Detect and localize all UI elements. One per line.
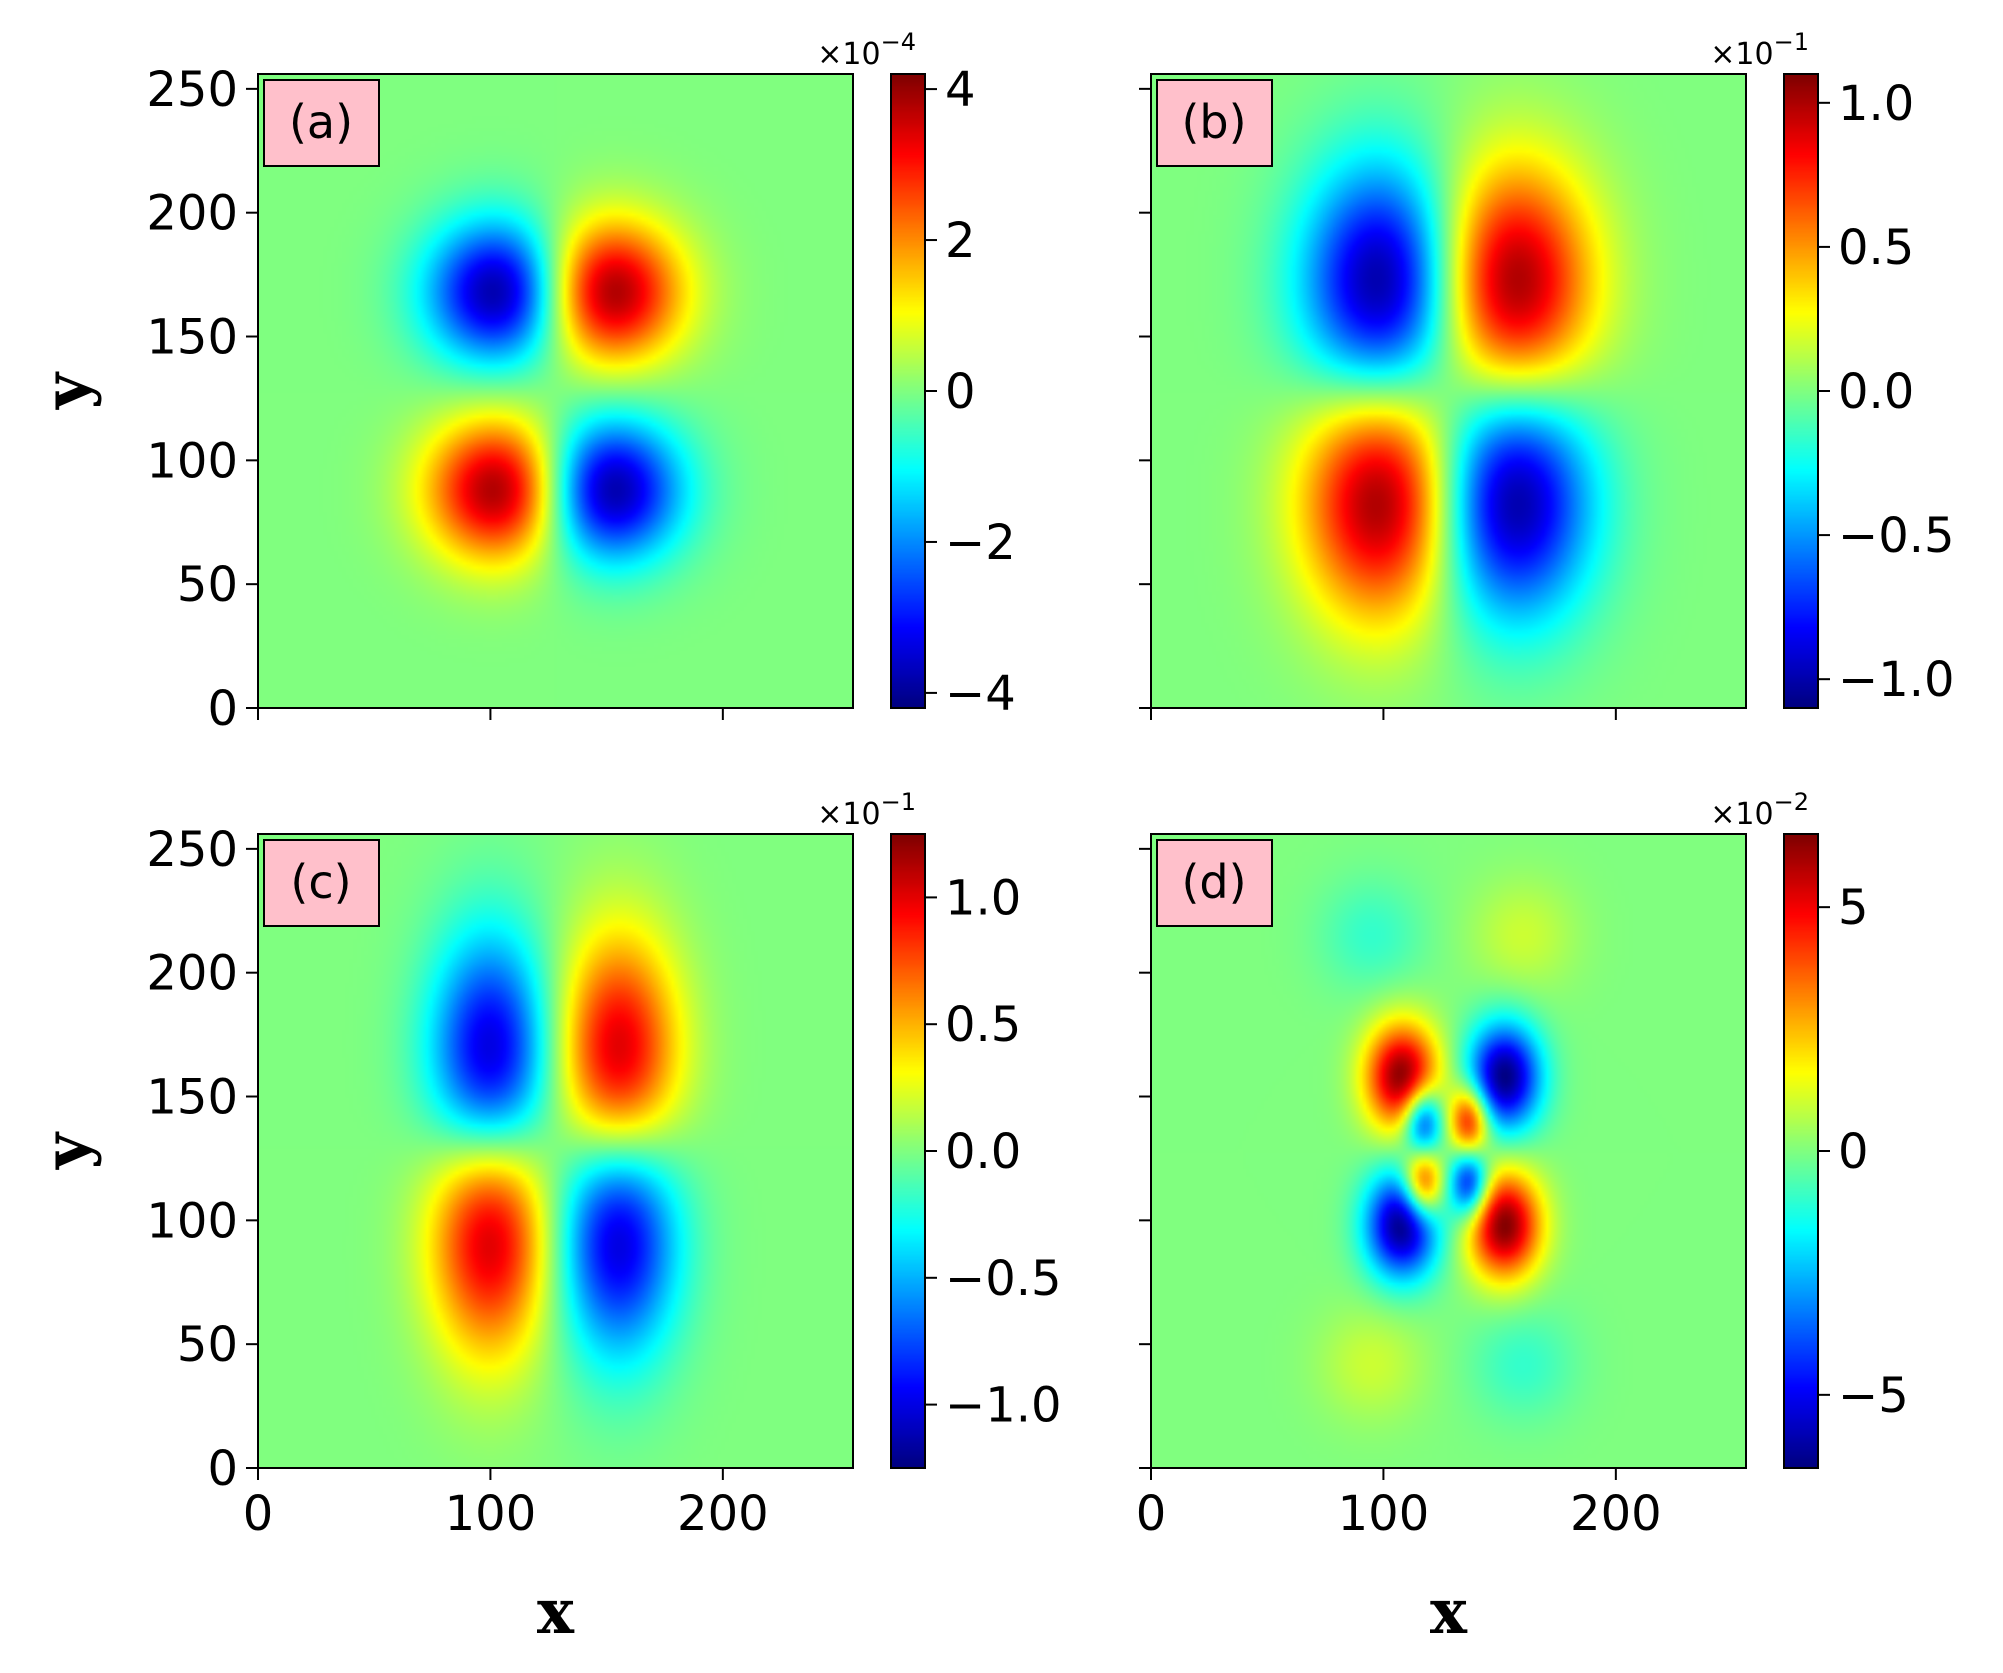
colorbar-exponent-power: −2	[1774, 788, 1809, 816]
colorbar-tick-label: 0.5	[945, 997, 1021, 1053]
heatmap-field	[258, 74, 853, 708]
x-tick-label: 100	[1338, 1486, 1430, 1542]
colorbar-tick-label: 2	[945, 213, 976, 269]
panel-label-background	[263, 839, 380, 927]
colorbar-exponent-power: −1	[1774, 28, 1809, 56]
colorbar-tick-label: 1.0	[1838, 76, 1914, 132]
y-axis-label: y	[30, 371, 103, 410]
colorbar-tick-label: −1.0	[1838, 652, 1955, 708]
y-tick-label: 50	[177, 1317, 238, 1373]
colorbar-gradient	[891, 74, 925, 708]
colorbar-tick-label: −2	[945, 515, 1016, 571]
colorbar-exponent-base: ×10	[817, 37, 880, 72]
panel-label: (d)	[1181, 855, 1246, 909]
panel-b: (b) −1.0 −0.5 0.0 0.5 1.0 ×10−1	[1139, 28, 1955, 720]
colorbar-gradient	[1784, 834, 1818, 1468]
panel-label-background	[263, 79, 380, 167]
y-axis-label: y	[30, 1131, 103, 1170]
colorbar-tick-label: 1.0	[945, 870, 1021, 926]
x-tick-label: 200	[677, 1486, 769, 1542]
y-tick-label: 250	[146, 62, 238, 118]
colorbar: −1.0 −0.5 0.0 0.5 1.0 ×10−1	[817, 788, 1062, 1469]
x-tick-label: 100	[445, 1486, 537, 1542]
y-tick-label: 0	[207, 1441, 238, 1497]
x-axis-label: x	[537, 1575, 575, 1648]
panel-label-background	[1156, 839, 1273, 927]
panel-label-box: (d)	[1156, 839, 1273, 927]
colorbar-exponent: ×10−1	[1710, 28, 1809, 72]
x-tick-label: 0	[1136, 1486, 1167, 1542]
y-tick-label: 200	[146, 186, 238, 242]
colorbar-exponent-power: −1	[881, 788, 916, 816]
colorbar-tick-label: 5	[1838, 880, 1869, 936]
colorbar: −5 0 5 ×10−2	[1710, 788, 1909, 1469]
colorbar-tick-label: 4	[945, 62, 976, 118]
heatmap-field	[1151, 834, 1746, 1468]
panel-label-background	[1156, 79, 1273, 167]
panel-label-box: (a)	[263, 79, 380, 167]
colorbar-tick-label: 0	[945, 364, 976, 420]
plot-frame	[1150, 833, 1747, 1469]
y-tick-label: 100	[146, 433, 238, 489]
panel-label-box: (c)	[263, 839, 380, 927]
y-tick-label: 100	[146, 1193, 238, 1249]
colorbar-tick-label: 0	[1838, 1124, 1869, 1180]
colorbar-exponent-base: ×10	[1710, 797, 1773, 832]
colorbar-exponent-base: ×10	[1710, 37, 1773, 72]
colorbar: −1.0 −0.5 0.0 0.5 1.0 ×10−1	[1710, 28, 1955, 709]
colorbar-gradient	[1784, 74, 1818, 708]
colorbar-tick-label: −0.5	[1838, 508, 1955, 564]
plot-frame	[257, 833, 854, 1469]
colorbar-exponent-power: −4	[881, 28, 916, 56]
y-tick-label: 50	[177, 557, 238, 613]
y-tick-label: 250	[146, 822, 238, 878]
colorbar-tick-label: −5	[1838, 1368, 1909, 1424]
plot-frame	[1150, 73, 1747, 709]
x-tick-label: 200	[1570, 1486, 1662, 1542]
x-axis-label: x	[1430, 1575, 1468, 1648]
colorbar-exponent: ×10−4	[817, 28, 916, 72]
panel-label: (c)	[290, 855, 351, 909]
heatmap-field	[258, 834, 853, 1468]
y-tick-label: 200	[146, 946, 238, 1002]
panel-label-box: (b)	[1156, 79, 1273, 167]
panel-d: (d) 0 100 200 x −5 0 5 ×10−2	[1136, 788, 1909, 1648]
colorbar-tick-label: 0.0	[945, 1124, 1021, 1180]
heatmap-field	[1151, 74, 1746, 708]
y-tick-label: 150	[146, 310, 238, 366]
colorbar-tick-label: 0.0	[1838, 364, 1914, 420]
x-tick-label: 0	[243, 1486, 274, 1542]
panel-c: (c) 0 100 200 0 50 100 150 200 250 y x −1.0 −0.5 0.0 0.…	[30, 788, 1062, 1648]
colorbar-tick-label: 0.5	[1838, 220, 1914, 276]
panel-label: (a)	[289, 95, 353, 149]
colorbar-tick-label: −0.5	[945, 1251, 1062, 1307]
colorbar-tick-label: −1.0	[945, 1378, 1062, 1434]
plot-frame	[257, 73, 854, 709]
colorbar-tick-label: −4	[945, 666, 1016, 722]
panel-label: (b)	[1181, 95, 1246, 149]
colorbar-exponent: ×10−1	[817, 788, 916, 832]
colorbar-exponent: ×10−2	[1710, 788, 1809, 832]
colorbar-exponent-base: ×10	[817, 797, 880, 832]
colorbar-gradient	[891, 834, 925, 1468]
y-tick-label: 0	[207, 681, 238, 737]
y-tick-label: 150	[146, 1070, 238, 1126]
